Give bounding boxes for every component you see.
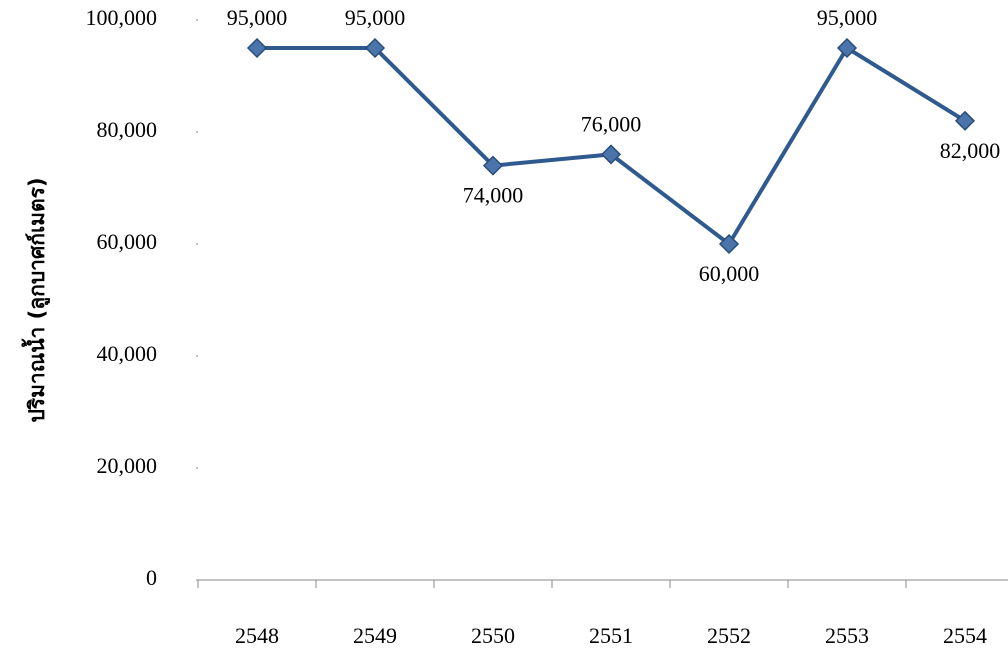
y-tick-label: 0 [146,565,157,590]
x-tick-label: 2553 [825,623,869,648]
value-label: 60,000 [699,261,760,286]
chart: ปริมาณน้ำ (ลูกบาศก์เมตร) 0 20,000 40,000 60… [0,0,1008,657]
x-tick-label: 2550 [471,623,515,648]
value-label: 76,000 [581,111,642,136]
x-tick-label: 2554 [943,623,987,648]
value-label: 82,000 [940,138,1001,163]
page: {"chart_data": {"type": "line", "y_axis_… [0,0,1008,657]
y-axis-label: ปริมาณน้ำ (ลูกบาศก์เมตร) [21,177,51,422]
y-tick-label: 20,000 [97,453,158,478]
value-label: 95,000 [817,5,878,30]
y-tick-label: 60,000 [97,229,158,254]
x-tick-label: 2549 [353,623,397,648]
x-tick-label: 2552 [707,623,751,648]
marker [248,39,266,57]
value-label: 95,000 [227,5,288,30]
value-label: 74,000 [463,183,524,208]
x-tick-label: 2551 [589,623,633,648]
marker [956,112,974,130]
x-tick-label: 2548 [235,623,279,648]
marker [838,39,856,57]
y-tick-label: 100,000 [86,5,158,30]
value-label: 95,000 [345,5,406,30]
y-tick-label: 80,000 [97,117,158,142]
y-tick-label: 40,000 [97,341,158,366]
